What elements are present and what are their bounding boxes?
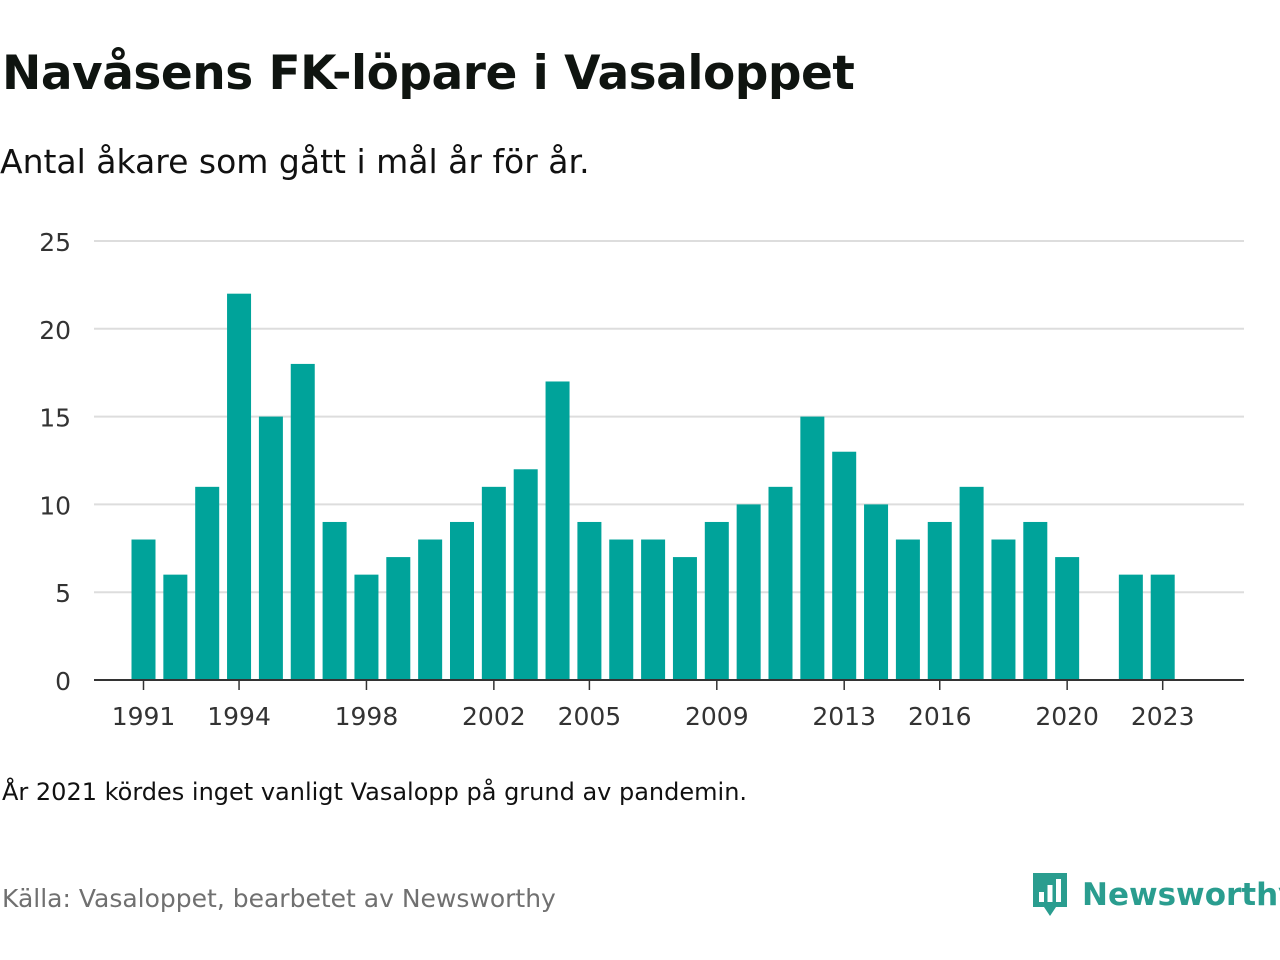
bar-2003 bbox=[513, 469, 538, 680]
bar-2017 bbox=[959, 486, 984, 680]
x-tick-label: 2023 bbox=[1131, 702, 1195, 731]
x-tick-label: 1994 bbox=[207, 702, 271, 731]
bar-2011 bbox=[768, 486, 793, 680]
y-tick-label: 25 bbox=[39, 228, 71, 257]
bar-2004 bbox=[545, 381, 570, 680]
bar-2020 bbox=[1055, 557, 1080, 680]
bar-2016 bbox=[927, 521, 952, 680]
bar-1997 bbox=[322, 521, 347, 680]
bar-2012 bbox=[800, 416, 825, 680]
y-tick-label: 5 bbox=[55, 579, 71, 608]
bar-2019 bbox=[1023, 521, 1048, 680]
brand-name: Newsworthy bbox=[1082, 877, 1280, 913]
chart-subtitle: Antal åkare som gått i mål år för år. bbox=[0, 142, 590, 181]
bar-2001 bbox=[450, 521, 474, 680]
bar-2014 bbox=[864, 504, 889, 680]
source-text: Källa: Vasaloppet, bearbetet av Newswort… bbox=[2, 884, 556, 913]
x-tick-label: 2005 bbox=[558, 702, 622, 731]
bar-2022 bbox=[1118, 574, 1143, 680]
y-tick-label: 20 bbox=[39, 316, 71, 345]
x-tick-label: 1998 bbox=[335, 702, 399, 731]
bar-2005 bbox=[577, 521, 602, 680]
bar-1996 bbox=[290, 363, 315, 680]
bar-2010 bbox=[736, 504, 761, 680]
x-tick-label: 2002 bbox=[462, 702, 526, 731]
y-tick-label: 10 bbox=[39, 491, 71, 520]
grid-lines bbox=[94, 240, 1244, 594]
x-axis-ticks: 1991 1994 1998 2002 2005 2009 2013 2016 2020 2023 bbox=[112, 680, 1195, 731]
bar-2006 bbox=[609, 539, 634, 680]
x-tick-label: 2013 bbox=[812, 702, 876, 731]
x-tick-label: 2016 bbox=[908, 702, 972, 731]
bar-2013 bbox=[832, 451, 857, 680]
y-tick-label: 0 bbox=[55, 667, 71, 696]
bar-1991 bbox=[131, 539, 156, 680]
bar-2015 bbox=[895, 539, 920, 680]
bar-1999 bbox=[386, 557, 411, 680]
bars bbox=[131, 293, 1175, 680]
y-tick-label: 15 bbox=[39, 404, 71, 433]
chart-title: Navåsens FK-löpare i Vasaloppet bbox=[2, 46, 855, 101]
bar-2007 bbox=[641, 539, 666, 680]
bar-2008 bbox=[672, 557, 697, 680]
bar-1993 bbox=[195, 486, 220, 680]
bar-2002 bbox=[481, 486, 506, 680]
bar-2009 bbox=[704, 521, 729, 680]
newsworthy-logo-icon bbox=[1033, 873, 1067, 916]
x-tick-label: 2009 bbox=[685, 702, 749, 731]
bar-chart: 0 5 10 15 20 25 1991 1994 1998 2002 2005 2009 2013 2… bbox=[39, 228, 1244, 731]
bar-2023 bbox=[1150, 574, 1175, 680]
bar-2018 bbox=[991, 539, 1016, 680]
x-tick-label: 2020 bbox=[1035, 702, 1099, 731]
bar-1998 bbox=[354, 574, 379, 680]
y-axis-ticks: 0 5 10 15 20 25 bbox=[39, 228, 71, 696]
brand-logo: Newsworthy bbox=[1030, 870, 1280, 920]
bar-2000 bbox=[418, 539, 443, 680]
bar-1995 bbox=[258, 416, 283, 680]
bar-1992 bbox=[163, 574, 188, 680]
bar-1994 bbox=[227, 293, 252, 680]
chart-note: År 2021 kördes inget vanligt Vasalopp på… bbox=[2, 778, 748, 806]
x-tick-label: 1991 bbox=[112, 702, 176, 731]
